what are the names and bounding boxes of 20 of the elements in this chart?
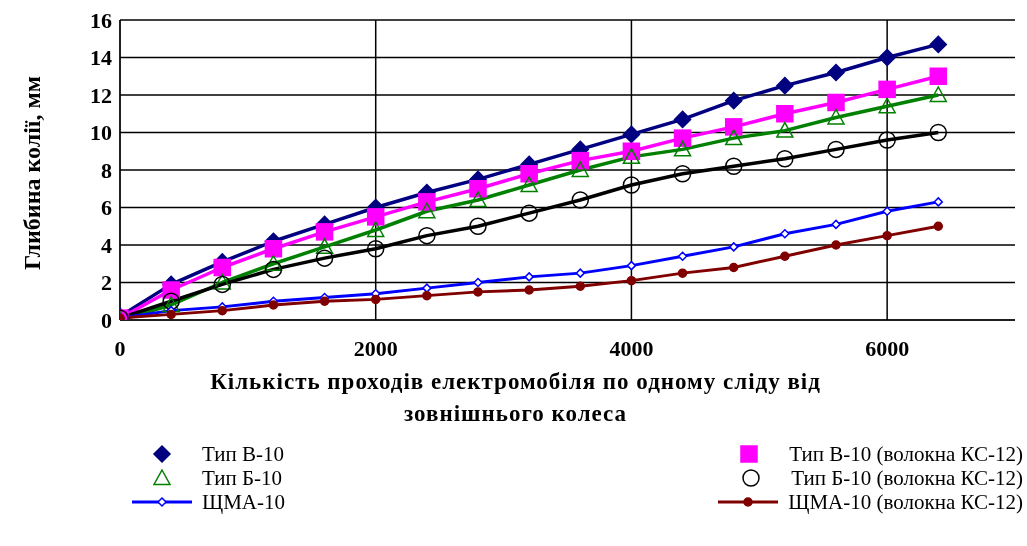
y-tick-label: 2 [101,270,112,296]
y-tick-label: 8 [101,157,112,183]
x-tick-label: 4000 [609,335,654,361]
y-axis-title: Глибина колії, мм [18,75,45,270]
legend-label: ЩМА-10 (волокна КС-12) [788,490,1023,514]
legend-label: Тип Б-10 [202,466,283,490]
y-tick-label: 12 [90,82,112,108]
legend-label: ЩМА-10 [202,490,286,514]
y-tick-label: 10 [90,120,112,146]
y-tick-label: 6 [101,195,112,221]
legend-label: Тип В-10 [202,442,285,466]
legend-label: Тип В-10 (волокна КС-12) [789,442,1023,466]
x-tick-label: 6000 [865,335,910,361]
y-tick-label: 14 [90,45,112,71]
x-axis-title: Кількість проходів електромобіля по одному сліду від зовнішнього колеса [209,368,822,428]
y-tick-label: 4 [101,232,112,258]
y-tick-label: 0 [101,307,112,333]
legend-label: Тип Б-10 (волокна КС-12) [791,466,1023,490]
y-tick-label: 16 [90,7,112,33]
x-tick-label: 2000 [353,335,398,361]
